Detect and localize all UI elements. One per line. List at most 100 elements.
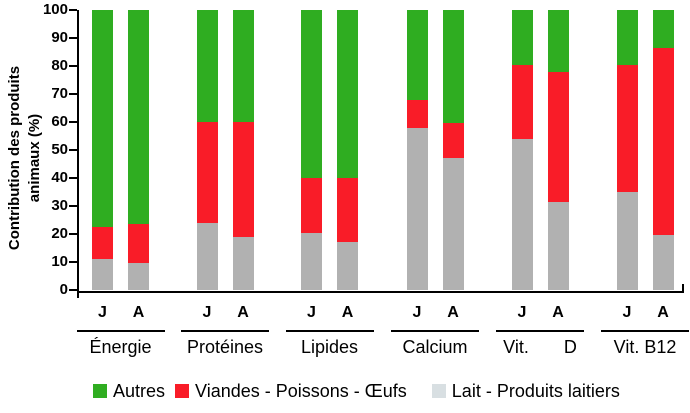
group-underline-Protéines: [181, 330, 269, 332]
bar-Lipides-A: [337, 10, 358, 290]
y-tick-label-30: 30: [51, 197, 68, 214]
segment-viandes_poissons_oeufs: [652, 47, 674, 236]
segment-autres: [406, 10, 428, 100]
segment-autres: [232, 10, 254, 122]
segment-lait: [406, 127, 428, 290]
category-label-Énergie: Énergie: [89, 337, 152, 357]
segment-viandes_poissons_oeufs: [442, 123, 464, 159]
group-underline-Lipides: [285, 330, 374, 332]
segment-lait: [337, 242, 358, 290]
bar-label-Vit. B12-J: J: [622, 304, 632, 321]
y-tick-label-90: 90: [51, 29, 68, 46]
x-axis-line: [77, 291, 684, 293]
y-tick-label-100: 100: [42, 1, 68, 18]
segment-lait: [547, 201, 569, 290]
group-underline-Calcium: [391, 330, 479, 332]
category-label-Lipides: Lipides: [300, 337, 359, 357]
bar-Lipides-J: [301, 10, 322, 290]
segment-lait: [128, 263, 149, 290]
legend-label-2: Viandes - Poissons - Œufs: [195, 380, 407, 401]
segment-autres: [337, 10, 358, 178]
bar-label-Lipides-A: A: [341, 304, 354, 321]
y-axis-line: [77, 10, 79, 298]
y-tick-mark-50: [69, 149, 77, 151]
y-tick-label-70: 70: [51, 85, 68, 102]
segment-viandes_poissons_oeufs: [337, 178, 358, 243]
segment-autres: [547, 10, 569, 72]
segment-viandes_poissons_oeufs: [406, 99, 428, 128]
bar-Vit. D-J: [511, 10, 533, 290]
segment-lait: [442, 158, 464, 290]
bar-label-Vit. D-A: A: [552, 304, 564, 321]
bar-Calcium-J: [406, 10, 428, 290]
y-tick-mark-90: [69, 37, 77, 39]
bar-label-Protéines-J: J: [202, 304, 212, 321]
legend-label-3: Lait - Produits laitiers: [451, 380, 620, 401]
y-tick-mark-40: [69, 177, 77, 179]
bar-label-Calcium-A: A: [447, 304, 459, 321]
bar-label-Lipides-J: J: [307, 304, 316, 321]
bar-Énergie-J: [92, 10, 113, 290]
bar-label-Énergie-J: J: [98, 304, 107, 321]
segment-lait: [92, 259, 113, 290]
segment-viandes_poissons_oeufs: [196, 122, 218, 223]
bar-Vit. B12-J: [616, 10, 638, 290]
segment-lait: [196, 222, 218, 290]
legend-swatch-2: [175, 384, 190, 398]
y-tick-mark-70: [69, 93, 77, 95]
legend-label-1: Autres: [113, 380, 166, 401]
bar-Protéines-A: [232, 10, 254, 290]
segment-viandes_poissons_oeufs: [232, 122, 254, 237]
y-tick-mark-100: [69, 9, 77, 11]
segment-lait: [616, 191, 638, 290]
category-label-Vit. B12: Vit. B12: [613, 337, 677, 357]
y-tick-label-80: 80: [51, 57, 68, 74]
legend-item-2: Viandes - Poissons - Œufs: [175, 381, 407, 402]
segment-autres: [652, 10, 674, 48]
segment-autres: [92, 10, 113, 227]
group-underline-Vit. B12: [601, 330, 689, 332]
y-tick-mark-60: [69, 121, 77, 123]
bar-Vit. D-A: [547, 10, 569, 290]
legend-swatch-1: [93, 384, 107, 398]
y-tick-label-10: 10: [51, 253, 68, 270]
category-label-Protéines: Protéines: [186, 337, 264, 357]
segment-lait: [232, 236, 254, 290]
group-underline-Énergie: [76, 330, 165, 332]
y-tick-label-20: 20: [51, 225, 68, 242]
y-tick-label-0: 0: [59, 281, 68, 298]
legend-swatch-3: [431, 384, 446, 398]
y-tick-mark-30: [69, 205, 77, 207]
segment-viandes_poissons_oeufs: [616, 64, 638, 192]
legend: Autres Viandes - Poissons - Œufs Lait - Pr…: [93, 380, 620, 402]
y-tick-label-40: 40: [51, 169, 68, 186]
segment-autres: [301, 10, 322, 178]
y-tick-label-50: 50: [51, 141, 68, 158]
bar-label-Protéines-A: A: [237, 304, 249, 321]
segment-autres: [511, 10, 533, 65]
segment-autres: [442, 10, 464, 124]
bar-Calcium-A: [442, 10, 464, 290]
bar-label-Vit. D-J: J: [517, 304, 527, 321]
segment-lait: [652, 235, 674, 290]
segment-viandes_poissons_oeufs: [301, 178, 322, 233]
segment-lait: [511, 138, 533, 290]
segment-autres: [196, 10, 218, 122]
y-tick-mark-20: [69, 233, 77, 235]
x-axis-end-tick: [682, 284, 684, 293]
category-label-Calcium: Calcium: [402, 337, 468, 357]
segment-autres: [128, 10, 149, 225]
group-underline-Vit. D: [496, 330, 584, 332]
bar-Protéines-J: [196, 10, 218, 290]
segment-viandes_poissons_oeufs: [128, 224, 149, 264]
bar-label-Calcium-J: J: [412, 304, 422, 321]
segment-viandes_poissons_oeufs: [547, 71, 569, 202]
segment-viandes_poissons_oeufs: [511, 64, 533, 139]
segment-autres: [616, 10, 638, 65]
y-tick-mark-80: [69, 65, 77, 67]
y-tick-mark-10: [69, 261, 77, 263]
segment-lait: [301, 232, 322, 290]
category-label-Vit. D: Vit. D: [503, 337, 577, 357]
legend-item-1: Autres: [93, 381, 165, 402]
